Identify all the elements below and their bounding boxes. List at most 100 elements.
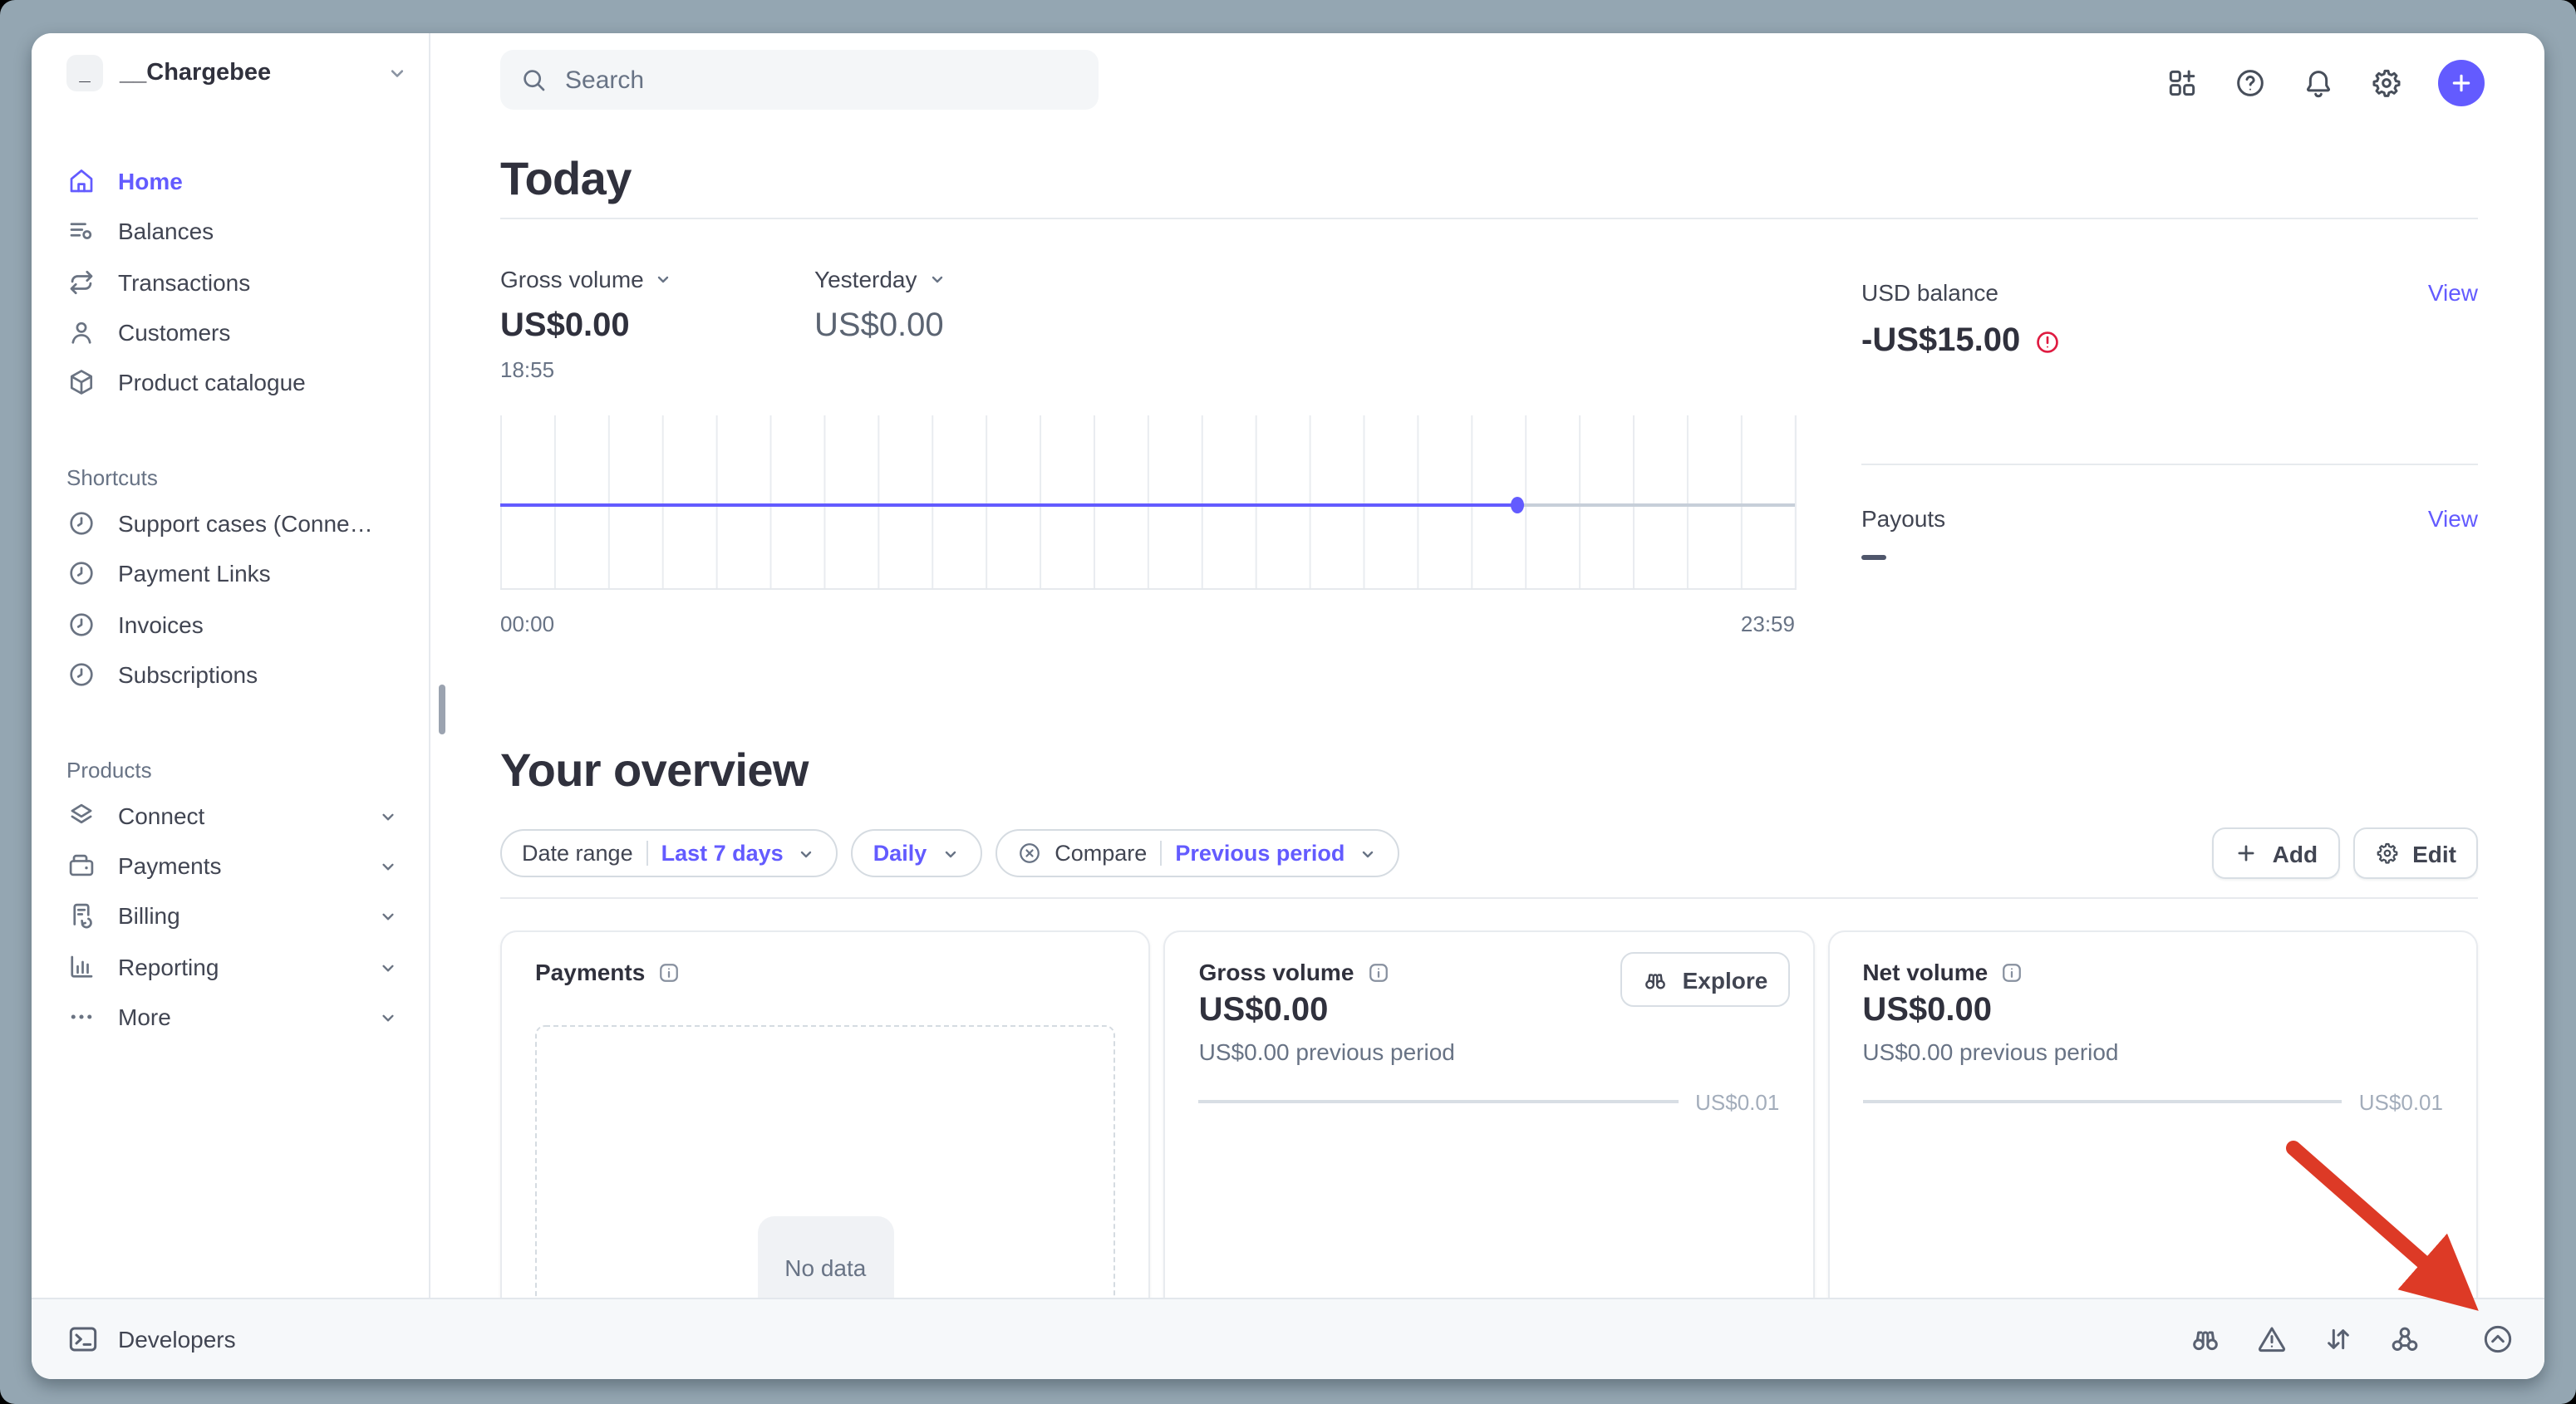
settings-gear-icon[interactable] xyxy=(2370,66,2403,100)
notifications-bell-icon[interactable] xyxy=(2302,66,2335,100)
explore-button[interactable]: Explore xyxy=(1620,952,1790,1007)
sidebar-item-reporting[interactable]: Reporting xyxy=(55,945,410,989)
dashboard-window: _ __Chargebee Home Balances Transactions… xyxy=(32,33,2544,1379)
metric-label: Gross volume xyxy=(500,266,644,292)
edit-button-label: Edit xyxy=(2412,840,2456,866)
customers-icon xyxy=(71,322,91,344)
sidebar-item-label: Balances xyxy=(118,218,214,244)
sidebar-item-payment-links[interactable]: Payment Links xyxy=(55,552,410,595)
payments-wallet-icon xyxy=(69,854,94,876)
sidebar-item-more[interactable]: More xyxy=(55,995,410,1038)
gross-volume-metric: Gross volume US$0.00 18:55 xyxy=(500,266,674,382)
divider xyxy=(500,218,2478,219)
topbar-icons xyxy=(2166,60,2485,106)
chevron-down-icon xyxy=(1363,850,1374,857)
account-switcher[interactable]: _ __Chargebee xyxy=(66,50,409,96)
sidebar-item-label: Invoices xyxy=(118,611,204,638)
payouts-view-link[interactable]: View xyxy=(2427,505,2478,532)
metric-label: Yesterday xyxy=(814,266,917,292)
divider xyxy=(646,841,648,866)
usd-balance-value: -US$15.00 xyxy=(1861,322,2021,359)
divider xyxy=(500,897,2478,899)
payouts-panel: Payouts View xyxy=(1861,505,2478,559)
errors-warning-icon[interactable] xyxy=(2255,1323,2288,1356)
info-icon[interactable] xyxy=(656,960,681,984)
sidebar-item-label: Home xyxy=(118,168,183,194)
sidebar-item-customers[interactable]: Customers xyxy=(55,311,410,354)
developers-label: Developers xyxy=(118,1326,236,1352)
payouts-empty-value xyxy=(1861,555,1886,559)
create-button[interactable] xyxy=(2438,60,2485,106)
terminal-icon xyxy=(69,1327,97,1352)
compare-filter[interactable]: Compare Previous period xyxy=(995,829,1400,877)
sidebar: _ __Chargebee Home Balances Transactions… xyxy=(32,33,430,1298)
gross-volume-dropdown[interactable]: Gross volume xyxy=(500,266,674,292)
sidebar-item-transactions[interactable]: Transactions xyxy=(55,261,410,304)
sidebar-item-label: More xyxy=(118,1004,171,1030)
card-sparkline: US$0.01 xyxy=(1862,1088,2443,1115)
sidebar-item-subscriptions[interactable]: Subscriptions xyxy=(55,653,410,696)
search-field[interactable] xyxy=(562,64,1079,96)
developers-bar-icons xyxy=(2156,1323,2515,1356)
sidebar-item-payments[interactable]: Payments xyxy=(55,844,410,887)
edit-button[interactable]: Edit xyxy=(2352,827,2478,879)
sidebar-item-label: Subscriptions xyxy=(118,661,258,688)
sidebar-item-label: Transactions xyxy=(118,269,251,296)
scrollbar-thumb[interactable] xyxy=(439,685,445,734)
transactions-icon xyxy=(70,270,93,295)
chevron-down-icon xyxy=(382,912,394,920)
yesterday-dropdown[interactable]: Yesterday xyxy=(814,266,947,292)
chevron-down-icon xyxy=(932,276,942,283)
sidebar-section-shortcuts: Shortcuts xyxy=(66,465,158,490)
chart-line-remaining xyxy=(1517,503,1795,507)
sidebar-item-label: Billing xyxy=(118,902,180,929)
search-input[interactable] xyxy=(500,50,1099,110)
sidebar-item-label: Payment Links xyxy=(118,560,271,587)
sidebar-item-balances[interactable]: Balances xyxy=(55,209,410,253)
info-icon[interactable] xyxy=(1365,960,1390,984)
chevron-down-icon xyxy=(382,812,394,820)
more-ellipsis-icon xyxy=(71,1014,92,1019)
card-value: US$0.00 xyxy=(1862,992,1992,1028)
gross-volume-card: Gross volume Explore US$0.00 US$0.00 pre… xyxy=(1163,930,1815,1298)
no-data-badge: No data xyxy=(757,1216,894,1298)
add-button[interactable]: Add xyxy=(2212,827,2340,879)
info-icon[interactable] xyxy=(1999,960,2024,984)
account-name: __Chargebee xyxy=(120,60,272,86)
reporting-icon xyxy=(71,955,93,978)
remove-circle-x-icon[interactable] xyxy=(1016,841,1041,866)
sidebar-item-product-catalogue[interactable]: Product catalogue xyxy=(55,361,410,404)
sidebar-item-invoices[interactable]: Invoices xyxy=(55,603,410,646)
granularity-filter[interactable]: Daily xyxy=(851,829,982,877)
webhooks-icon[interactable] xyxy=(2388,1323,2421,1356)
api-requests-arrows-icon[interactable] xyxy=(2322,1323,2355,1356)
logs-binoculars-icon[interactable] xyxy=(2189,1323,2222,1356)
card-previous-period: US$0.00 previous period xyxy=(1198,1038,1455,1065)
sidebar-item-billing[interactable]: Billing xyxy=(55,894,410,937)
help-icon[interactable] xyxy=(2234,66,2267,100)
sparkline-baseline xyxy=(1198,1100,1679,1103)
alert-circle-icon[interactable] xyxy=(2033,328,2060,355)
sparkline-baseline xyxy=(1862,1100,2342,1103)
binoculars-icon xyxy=(1645,973,1666,989)
filter-value: Previous period xyxy=(1175,841,1345,866)
sidebar-item-home[interactable]: Home xyxy=(55,160,410,203)
filter-value: Last 7 days xyxy=(661,841,784,866)
sparkline-axis-label: US$0.01 xyxy=(1695,1089,1780,1114)
sparkline-axis-label: US$0.01 xyxy=(2358,1089,2443,1114)
apps-grid-icon[interactable] xyxy=(2166,66,2199,100)
sidebar-item-label: Connect xyxy=(118,803,205,829)
sidebar-item-label: Support cases (Conne… xyxy=(118,510,373,537)
usd-balance-view-link[interactable]: View xyxy=(2427,279,2478,306)
overview-heading: Your overview xyxy=(500,744,809,796)
clock-icon xyxy=(70,512,93,535)
card-sparkline: US$0.01 xyxy=(1198,1088,1780,1115)
payments-card: Payments No data xyxy=(500,930,1151,1298)
date-range-filter[interactable]: Date range Last 7 days xyxy=(500,829,838,877)
sidebar-item-connect[interactable]: Connect xyxy=(55,794,410,837)
developers-button[interactable]: Developers xyxy=(66,1323,236,1356)
chart-x-axis: 00:00 23:59 xyxy=(500,611,1795,636)
yesterday-metric: Yesterday US$0.00 xyxy=(814,266,947,346)
sidebar-item-support-cases[interactable]: Support cases (Conne… xyxy=(55,502,410,545)
expand-panel-chevron-up-icon[interactable] xyxy=(2481,1323,2515,1356)
